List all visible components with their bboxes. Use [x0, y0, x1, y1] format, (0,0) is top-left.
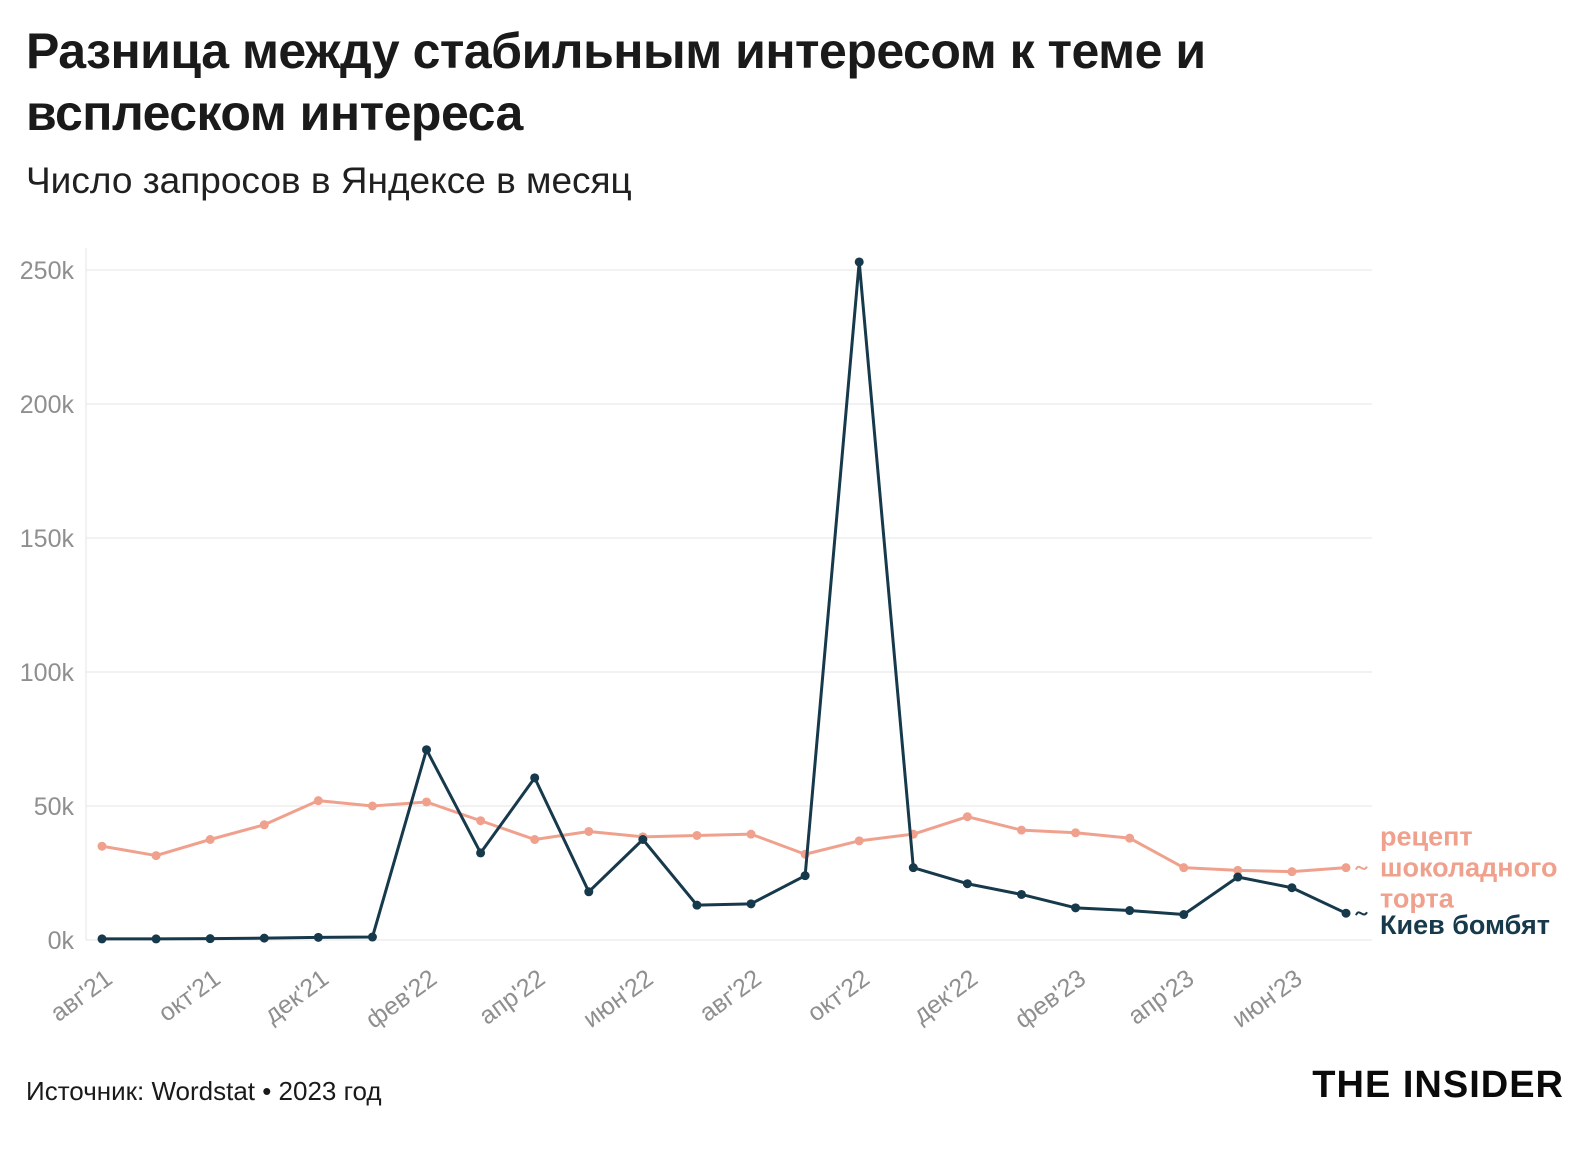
series-label-kyiv: Киев бомбят — [1380, 910, 1550, 940]
x-axis-tick-label: фев'23 — [1010, 964, 1091, 1034]
page-title: Разница между стабильным интересом к тем… — [26, 20, 1206, 144]
series-line-kyiv — [100, 260, 1348, 941]
data-point-kyiv — [259, 933, 269, 943]
data-point-kyiv — [1233, 872, 1243, 882]
data-point-cake — [854, 836, 864, 846]
data-point-kyiv — [1179, 910, 1189, 920]
label-connector-kyiv — [1355, 911, 1368, 916]
data-point-cake — [1125, 833, 1135, 843]
data-point-kyiv — [1125, 906, 1135, 916]
data-point-kyiv — [908, 863, 918, 873]
y-axis-tick-label: 0k — [48, 927, 75, 955]
data-point-cake — [1287, 867, 1297, 877]
data-point-kyiv — [97, 934, 107, 944]
data-point-kyiv — [313, 932, 323, 942]
series-label-cake: рецепт шоколадного торта — [1380, 822, 1557, 914]
data-point-kyiv — [1071, 903, 1081, 913]
x-axis-tick-label: фев'22 — [361, 964, 442, 1034]
data-point-cake — [746, 829, 756, 839]
x-axis-tick-label: дек'21 — [259, 964, 334, 1029]
data-point-cake — [422, 797, 432, 807]
data-point-cake — [367, 801, 377, 811]
data-point-cake — [97, 841, 107, 851]
page-subtitle: Число запросов в Яндексе в месяц — [26, 160, 632, 201]
data-point-cake — [205, 835, 215, 844]
data-point-kyiv — [746, 899, 756, 909]
data-point-cake — [1071, 828, 1081, 838]
data-point-kyiv — [422, 745, 432, 755]
y-axis-tick-label: 100k — [20, 659, 75, 687]
data-point-kyiv — [367, 932, 377, 942]
data-point-cake — [584, 826, 594, 836]
data-point-cake — [692, 830, 702, 840]
data-point-cake — [259, 820, 269, 830]
data-point-kyiv — [530, 773, 540, 783]
y-axis-tick-label: 250k — [20, 257, 75, 285]
data-point-kyiv — [1287, 883, 1297, 893]
data-point-kyiv — [962, 879, 972, 889]
data-point-cake — [476, 816, 486, 826]
y-axis-tick-label: 150k — [20, 525, 75, 553]
data-point-kyiv — [584, 887, 594, 897]
y-axis-tick-label: 50k — [34, 793, 75, 821]
page-title-line-1: Разница между стабильным интересом к тем… — [26, 23, 1206, 79]
x-axis-tick-label: авг'21 — [45, 964, 117, 1027]
data-point-kyiv — [854, 257, 864, 267]
data-point-kyiv — [1016, 889, 1026, 899]
data-point-cake — [530, 835, 540, 844]
data-point-kyiv — [638, 835, 648, 844]
x-axis-tick-label: апр'23 — [1123, 964, 1199, 1030]
x-axis-tick-label: окт'21 — [153, 964, 225, 1027]
data-point-cake — [1179, 863, 1189, 873]
page-title-line-2: всплеском интереса — [26, 85, 523, 141]
data-point-kyiv — [1341, 908, 1351, 918]
data-point-cake — [1341, 863, 1351, 873]
data-point-kyiv — [151, 934, 161, 944]
data-point-cake — [151, 851, 161, 861]
y-axis-tick-label: 200k — [20, 391, 75, 419]
x-axis-tick-label: апр'22 — [474, 964, 550, 1030]
data-point-kyiv — [205, 934, 215, 944]
source-note: Источник: Wordstat • 2023 год — [26, 1076, 382, 1106]
x-axis-tick-label: авг'22 — [694, 964, 766, 1027]
x-axis-tick-label: окт'22 — [802, 964, 874, 1027]
data-point-cake — [1016, 825, 1026, 835]
data-point-kyiv — [692, 900, 702, 910]
data-point-cake — [1233, 865, 1243, 875]
x-axis-tick-label: июн'22 — [578, 964, 658, 1033]
brand-logo: THE INSIDER — [1312, 1064, 1564, 1106]
data-point-cake — [962, 812, 972, 822]
data-point-kyiv — [476, 848, 486, 858]
label-connector-cake — [1355, 865, 1368, 871]
series-line-cake — [100, 799, 1348, 874]
data-point-kyiv — [800, 871, 810, 881]
data-point-cake — [313, 796, 323, 806]
x-axis-tick-label: дек'22 — [908, 964, 983, 1029]
x-axis-tick-label: июн'23 — [1227, 964, 1307, 1033]
